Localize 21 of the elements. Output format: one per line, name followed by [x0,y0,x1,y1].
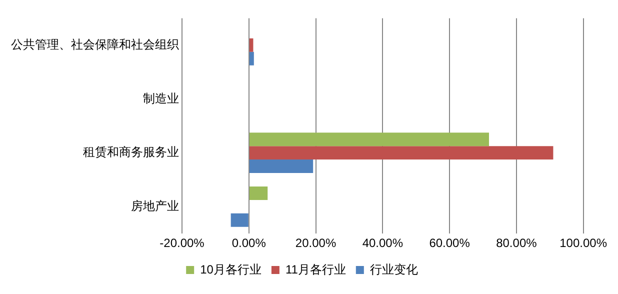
y-tick-label: 租赁和商务服务业 [83,145,179,160]
bar [249,132,490,146]
bar [230,213,248,227]
bar [249,160,314,174]
legend-label: 10月各行业 [200,262,262,276]
x-tick-label: 60.00% [429,236,470,250]
y-tick-label: 房地产业 [131,198,179,213]
bar [249,38,254,52]
bar [249,186,268,200]
x-tick-label: 0.00% [232,236,266,250]
bar [249,146,554,160]
legend-label: 11月各行业 [285,262,346,276]
x-tick-label: -20.00% [160,236,205,250]
legend-label: 行业变化 [370,262,418,276]
y-tick-label: 制造业 [143,91,179,106]
y-tick-label: 公共管理、社会保障和社会组织 [11,37,179,52]
x-tick-label: 40.00% [362,236,404,250]
x-tick-label: 20.00% [295,236,336,250]
bar [249,52,254,66]
x-tick-label: 100.00% [560,236,608,250]
x-tick-label: 80.00% [496,236,538,250]
